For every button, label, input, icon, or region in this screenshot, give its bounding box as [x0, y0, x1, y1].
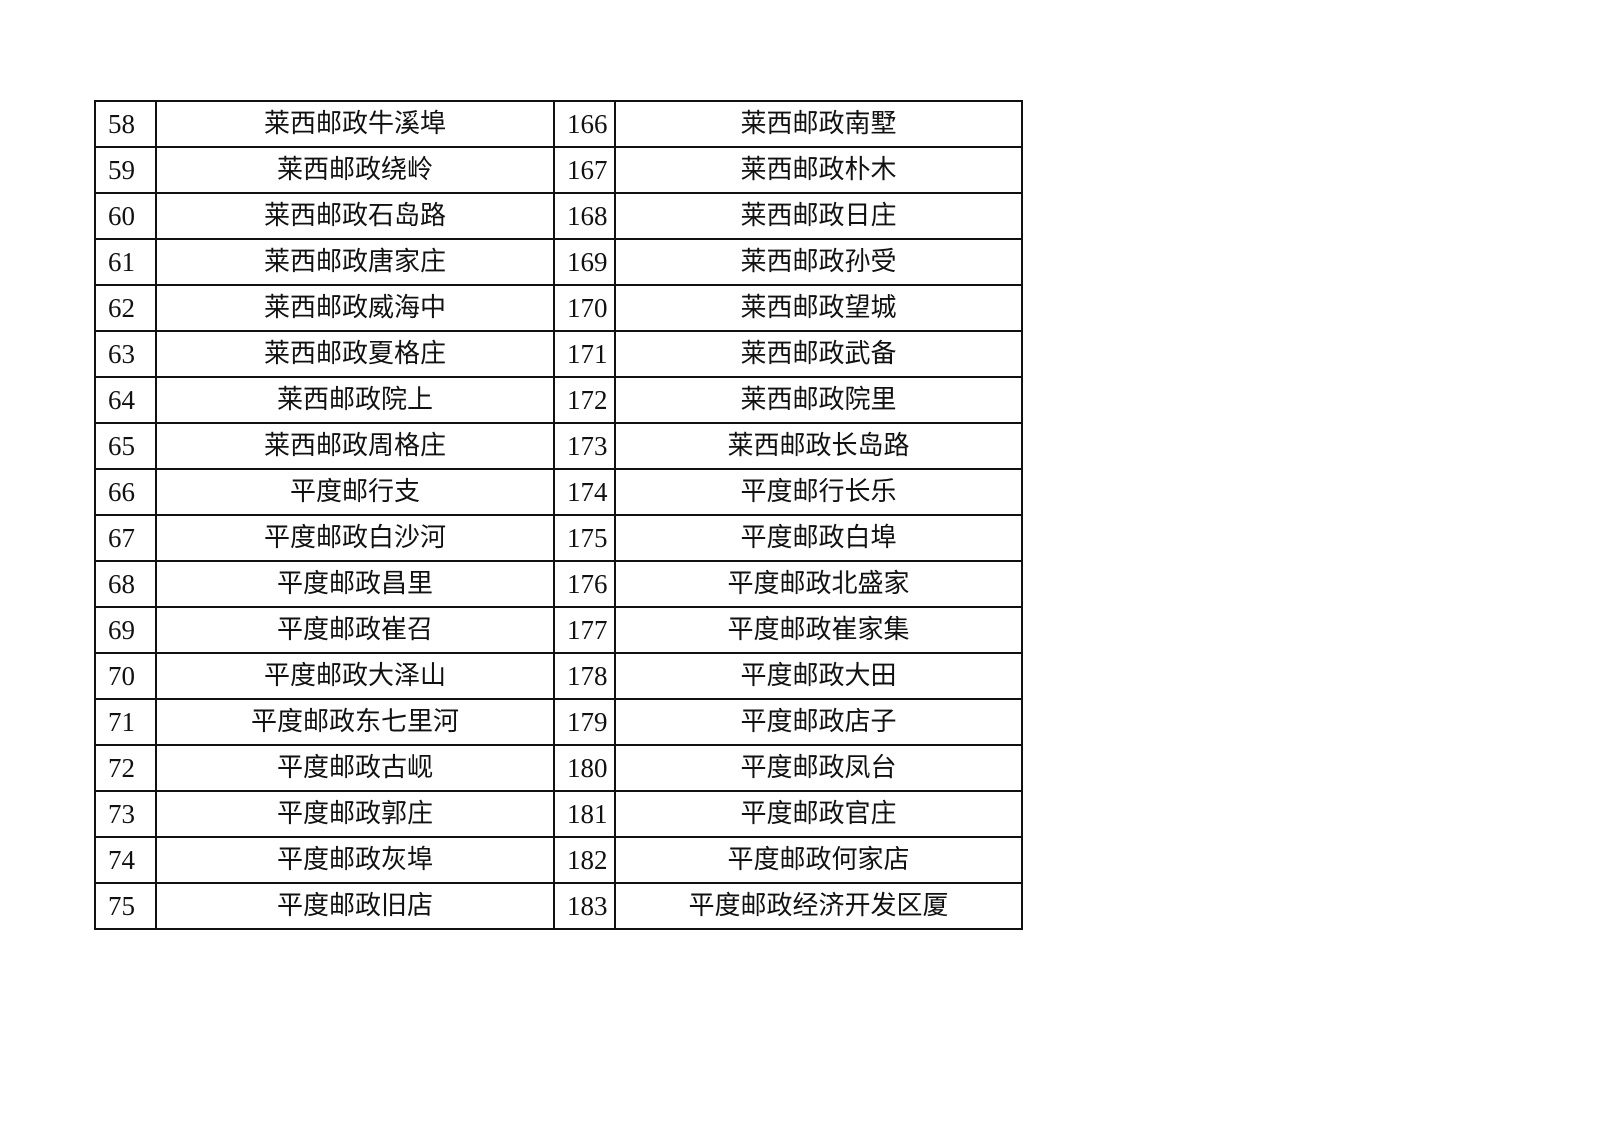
branch-name-cell: 莱西邮政周格庄 — [155, 422, 555, 470]
row-number-cell: 176 — [553, 560, 616, 608]
row-number-cell: 62 — [94, 284, 157, 332]
branch-name-cell: 平度邮政昌里 — [155, 560, 555, 608]
table-row: 69 平度邮政崔召 177 平度邮政崔家集 — [94, 606, 1023, 654]
branch-name-cell: 平度邮政大泽山 — [155, 652, 555, 700]
branch-name-cell: 平度邮政旧店 — [155, 882, 555, 930]
table-row: 70 平度邮政大泽山 178 平度邮政大田 — [94, 652, 1023, 700]
row-number-cell: 70 — [94, 652, 157, 700]
branch-name-cell: 莱西邮政朴木 — [614, 146, 1023, 194]
branch-name-cell: 平度邮行长乐 — [614, 468, 1023, 516]
branch-name-cell: 莱西邮政望城 — [614, 284, 1023, 332]
row-number-cell: 75 — [94, 882, 157, 930]
table-row: 74 平度邮政灰埠 182 平度邮政何家店 — [94, 836, 1023, 884]
branch-name-cell: 莱西邮政长岛路 — [614, 422, 1023, 470]
branch-name-cell: 平度邮政古岘 — [155, 744, 555, 792]
branch-name-cell: 平度邮政郭庄 — [155, 790, 555, 838]
row-number-cell: 71 — [94, 698, 157, 746]
row-number-cell: 59 — [94, 146, 157, 194]
branch-name-cell: 平度邮政崔召 — [155, 606, 555, 654]
branch-name-cell: 平度邮行支 — [155, 468, 555, 516]
branch-name-cell: 平度邮政大田 — [614, 652, 1023, 700]
row-number-cell: 61 — [94, 238, 157, 286]
row-number-cell: 58 — [94, 100, 157, 148]
row-number-cell: 177 — [553, 606, 616, 654]
table-row: 75 平度邮政旧店 183 平度邮政经济开发区厦 — [94, 882, 1023, 930]
branch-name-cell: 莱西邮政夏格庄 — [155, 330, 555, 378]
row-number-cell: 178 — [553, 652, 616, 700]
row-number-cell: 73 — [94, 790, 157, 838]
row-number-cell: 67 — [94, 514, 157, 562]
row-number-cell: 60 — [94, 192, 157, 240]
table-row: 71 平度邮政东七里河 179 平度邮政店子 — [94, 698, 1023, 746]
row-number-cell: 174 — [553, 468, 616, 516]
table-row: 61 莱西邮政唐家庄 169 莱西邮政孙受 — [94, 238, 1023, 286]
table-row: 68 平度邮政昌里 176 平度邮政北盛家 — [94, 560, 1023, 608]
row-number-cell: 182 — [553, 836, 616, 884]
branch-name-cell: 莱西邮政院上 — [155, 376, 555, 424]
table-row: 67 平度邮政白沙河 175 平度邮政白埠 — [94, 514, 1023, 562]
table-row: 60 莱西邮政石岛路 168 莱西邮政日庄 — [94, 192, 1023, 240]
branch-name-cell: 平度邮政凤台 — [614, 744, 1023, 792]
row-number-cell: 64 — [94, 376, 157, 424]
branch-name-cell: 莱西邮政南墅 — [614, 100, 1023, 148]
row-number-cell: 172 — [553, 376, 616, 424]
row-number-cell: 170 — [553, 284, 616, 332]
row-number-cell: 180 — [553, 744, 616, 792]
branch-name-cell: 莱西邮政唐家庄 — [155, 238, 555, 286]
row-number-cell: 183 — [553, 882, 616, 930]
row-number-cell: 167 — [553, 146, 616, 194]
branch-name-cell: 莱西邮政院里 — [614, 376, 1023, 424]
row-number-cell: 69 — [94, 606, 157, 654]
table-body: 58 莱西邮政牛溪埠 166 莱西邮政南墅 59 莱西邮政绕岭 167 莱西邮政朴木 60 莱西邮… — [94, 100, 1023, 930]
branch-name-cell: 平度邮政灰埠 — [155, 836, 555, 884]
table-row: 65 莱西邮政周格庄 173 莱西邮政长岛路 — [94, 422, 1023, 470]
branch-name-cell: 平度邮政经济开发区厦 — [614, 882, 1023, 930]
row-number-cell: 169 — [553, 238, 616, 286]
branch-name-cell: 平度邮政白埠 — [614, 514, 1023, 562]
table-row: 66 平度邮行支 174 平度邮行长乐 — [94, 468, 1023, 516]
row-number-cell: 168 — [553, 192, 616, 240]
branch-name-cell: 莱西邮政武备 — [614, 330, 1023, 378]
row-number-cell: 171 — [553, 330, 616, 378]
row-number-cell: 179 — [553, 698, 616, 746]
table-row: 58 莱西邮政牛溪埠 166 莱西邮政南墅 — [94, 100, 1023, 148]
row-number-cell: 175 — [553, 514, 616, 562]
row-number-cell: 66 — [94, 468, 157, 516]
table-row: 72 平度邮政古岘 180 平度邮政凤台 — [94, 744, 1023, 792]
branch-name-cell: 平度邮政东七里河 — [155, 698, 555, 746]
row-number-cell: 63 — [94, 330, 157, 378]
branch-name-cell: 平度邮政北盛家 — [614, 560, 1023, 608]
branch-name-cell: 平度邮政何家店 — [614, 836, 1023, 884]
table-row: 62 莱西邮政威海中 170 莱西邮政望城 — [94, 284, 1023, 332]
row-number-cell: 72 — [94, 744, 157, 792]
branch-name-cell: 平度邮政崔家集 — [614, 606, 1023, 654]
branch-name-cell: 平度邮政官庄 — [614, 790, 1023, 838]
table-row: 59 莱西邮政绕岭 167 莱西邮政朴木 — [94, 146, 1023, 194]
table-row: 73 平度邮政郭庄 181 平度邮政官庄 — [94, 790, 1023, 838]
row-number-cell: 68 — [94, 560, 157, 608]
table-row: 64 莱西邮政院上 172 莱西邮政院里 — [94, 376, 1023, 424]
row-number-cell: 166 — [553, 100, 616, 148]
branch-list-table: 58 莱西邮政牛溪埠 166 莱西邮政南墅 59 莱西邮政绕岭 167 莱西邮政朴木 60 莱西邮… — [94, 100, 1023, 930]
branch-name-cell: 平度邮政白沙河 — [155, 514, 555, 562]
branch-name-cell: 莱西邮政威海中 — [155, 284, 555, 332]
branch-name-cell: 莱西邮政石岛路 — [155, 192, 555, 240]
branch-name-cell: 莱西邮政孙受 — [614, 238, 1023, 286]
row-number-cell: 65 — [94, 422, 157, 470]
row-number-cell: 74 — [94, 836, 157, 884]
branch-name-cell: 平度邮政店子 — [614, 698, 1023, 746]
branch-name-cell: 莱西邮政日庄 — [614, 192, 1023, 240]
row-number-cell: 181 — [553, 790, 616, 838]
branch-name-cell: 莱西邮政牛溪埠 — [155, 100, 555, 148]
table-row: 63 莱西邮政夏格庄 171 莱西邮政武备 — [94, 330, 1023, 378]
row-number-cell: 173 — [553, 422, 616, 470]
branch-name-cell: 莱西邮政绕岭 — [155, 146, 555, 194]
